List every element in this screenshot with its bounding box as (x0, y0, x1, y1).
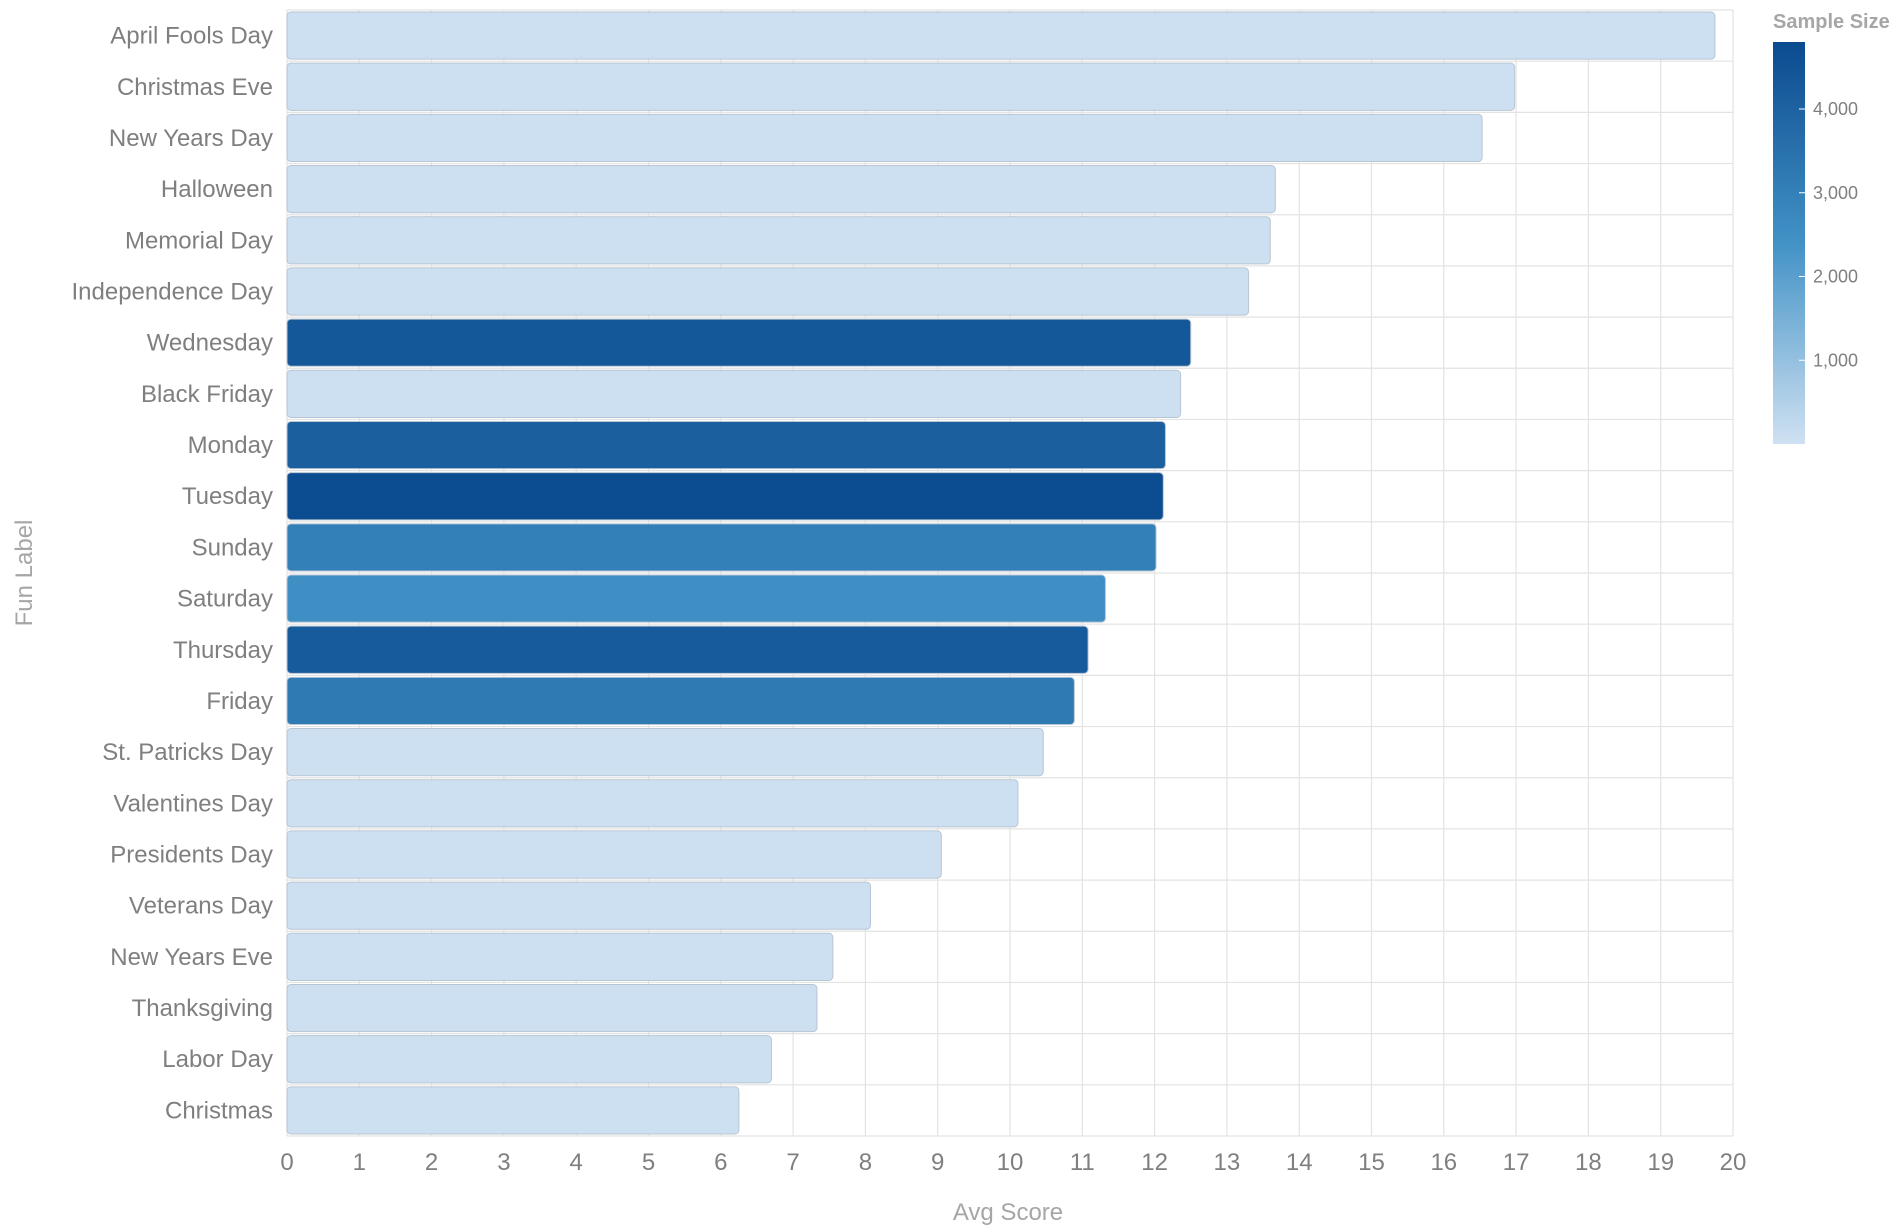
x-tick-label: 4 (570, 1149, 583, 1176)
x-tick-label: 20 (1720, 1149, 1747, 1176)
bar[interactable] (286, 1086, 740, 1135)
bar[interactable] (286, 881, 871, 930)
category-label: Labor Day (162, 1046, 273, 1073)
x-tick-label: 1 (353, 1149, 366, 1176)
x-tick-label: 13 (1214, 1149, 1241, 1176)
bar[interactable] (286, 625, 1089, 674)
bar[interactable] (286, 574, 1106, 623)
category-label: Presidents Day (110, 842, 273, 869)
bar[interactable] (286, 983, 818, 1033)
category-label: Christmas (165, 1097, 273, 1124)
bar[interactable] (286, 523, 1157, 572)
x-tick-label: 19 (1647, 1149, 1674, 1176)
category-label: Christmas Eve (117, 74, 273, 101)
x-tick-label: 3 (497, 1149, 510, 1176)
colorbar-tick-label: 2,000 (1813, 267, 1858, 287)
legend: Sample Size 1,000 2,000 3,000 4,000 (1773, 11, 1890, 444)
bar[interactable] (286, 420, 1166, 470)
category-label: Halloween (161, 176, 273, 203)
bar[interactable] (286, 676, 1075, 726)
category-label: Sunday (192, 534, 273, 561)
colorbar-tick-label: 1,000 (1813, 350, 1858, 370)
bar[interactable] (286, 932, 834, 981)
category-label: Thursday (173, 637, 273, 664)
bar[interactable] (286, 779, 1019, 828)
bar[interactable] (286, 165, 1276, 214)
x-tick-label: 17 (1503, 1149, 1530, 1176)
category-label: Valentines Day (113, 790, 273, 817)
category-label: Saturday (177, 586, 273, 613)
category-label: New Years Eve (110, 944, 273, 971)
category-label: St. Patricks Day (102, 739, 273, 766)
category-label: April Fools Day (110, 23, 273, 50)
category-label: Memorial Day (125, 227, 273, 254)
colorbar-tick-label: 3,000 (1813, 183, 1858, 203)
x-tick-label: 16 (1430, 1149, 1457, 1176)
category-label: Black Friday (141, 381, 273, 408)
bar[interactable] (286, 728, 1044, 777)
x-axis-title: Avg Score (953, 1199, 1063, 1226)
x-tick-label: 5 (642, 1149, 655, 1176)
colorbar-ticks: 1,000 2,000 3,000 4,000 (1799, 99, 1858, 370)
x-tick-label: 15 (1358, 1149, 1385, 1176)
bar[interactable] (286, 830, 942, 879)
colorbar (1773, 42, 1805, 444)
bars (286, 11, 1716, 1135)
x-tick-label: 2 (425, 1149, 438, 1176)
category-labels: April Fools Day Christmas Eve New Years Da… (72, 23, 274, 1125)
category-label: Friday (206, 688, 273, 715)
y-axis-title: Fun Label (11, 520, 38, 627)
bar[interactable] (286, 369, 1182, 418)
colorbar-tick-label: 4,000 (1813, 99, 1858, 119)
bar[interactable] (286, 318, 1192, 367)
x-axis-ticks: 0 1 2 3 4 5 6 7 8 9 10 11 12 13 14 15 16 17 18 19 20 (280, 1149, 1746, 1176)
bar[interactable] (286, 62, 1516, 111)
x-tick-label: 11 (1070, 1149, 1095, 1176)
x-tick-label: 7 (786, 1149, 799, 1176)
bar[interactable] (286, 472, 1164, 521)
category-label: Veterans Day (129, 893, 273, 920)
legend-title: Sample Size (1773, 11, 1890, 33)
category-label: Thanksgiving (132, 995, 273, 1022)
category-label: Monday (188, 432, 273, 459)
x-tick-label: 12 (1141, 1149, 1168, 1176)
x-tick-label: 6 (714, 1149, 727, 1176)
bar[interactable] (286, 267, 1250, 316)
x-tick-label: 9 (931, 1149, 944, 1176)
category-label: Tuesday (182, 483, 273, 510)
bar[interactable] (286, 113, 1483, 163)
category-label: New Years Day (109, 125, 273, 152)
bar[interactable] (286, 216, 1271, 265)
bar[interactable] (286, 1035, 772, 1084)
bar[interactable] (286, 11, 1716, 60)
x-tick-label: 14 (1286, 1149, 1313, 1176)
category-label: Wednesday (147, 330, 273, 357)
category-label: Independence Day (72, 279, 274, 306)
x-tick-label: 0 (280, 1149, 293, 1176)
x-tick-label: 8 (859, 1149, 872, 1176)
x-tick-label: 18 (1575, 1149, 1602, 1176)
x-tick-label: 10 (997, 1149, 1024, 1176)
